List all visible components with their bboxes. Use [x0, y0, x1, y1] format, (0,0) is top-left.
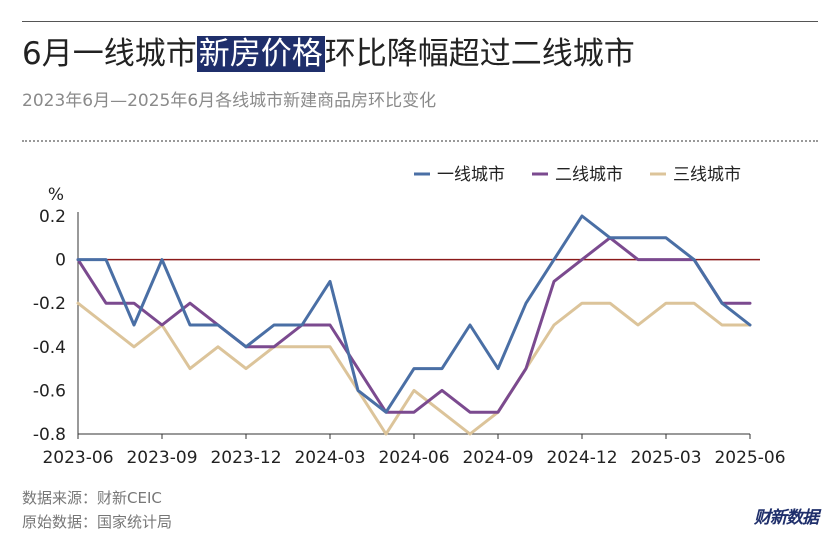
line-chart: %0.2 0 -0.2 -0.4 -0.6 -0.8 2023-06 2023-09 2023-…	[33, 165, 786, 468]
x-tick-label: 2024-03	[294, 448, 365, 468]
title-suffix: 环比降幅超过二线城市	[324, 36, 635, 72]
legend-label: 二线城市	[555, 165, 623, 185]
y-tick-label: -0.8	[33, 425, 66, 445]
y-tick-label: -0.2	[33, 294, 66, 314]
x-tick-label: 2023-06	[42, 448, 113, 468]
x-tick-label: 2025-03	[630, 448, 701, 468]
y-axis-unit-label: %	[48, 185, 64, 205]
y-tick-label: -0.6	[33, 381, 66, 401]
page-subtitle: 2023年6月—2025年6月各线城市新建商品房环比变化	[22, 91, 437, 111]
series-line-3	[76, 301, 752, 436]
x-tick-label: 2025-06	[714, 448, 785, 468]
x-tick-label: 2023-12	[210, 448, 281, 468]
title-prefix: 6月一线城市	[22, 36, 197, 72]
y-tick-label: 0.2	[39, 207, 66, 227]
x-tick-label: 2024-06	[378, 448, 449, 468]
series-line-2	[76, 236, 752, 414]
x-tick-label: 2023-09	[126, 448, 197, 468]
data-origin: 原始数据：国家统计局	[22, 513, 173, 531]
brand-logo: 财新数据	[754, 508, 819, 528]
title-highlight: 新房价格	[196, 36, 325, 72]
data-source: 数据来源：财新CEIC	[22, 489, 162, 507]
dotted-divider	[22, 140, 818, 142]
legend-label: 三线城市	[673, 165, 741, 185]
top-rule	[22, 21, 818, 22]
series-line-1	[76, 214, 752, 414]
x-tick-label: 2024-12	[546, 448, 617, 468]
page-title: 6月一线城市新房价格环比降幅超过二线城市	[22, 34, 822, 74]
y-tick-label: 0	[55, 251, 66, 271]
legend-label: 一线城市	[437, 165, 505, 185]
y-tick-label: -0.4	[33, 338, 66, 358]
x-tick-label: 2024-09	[462, 448, 533, 468]
